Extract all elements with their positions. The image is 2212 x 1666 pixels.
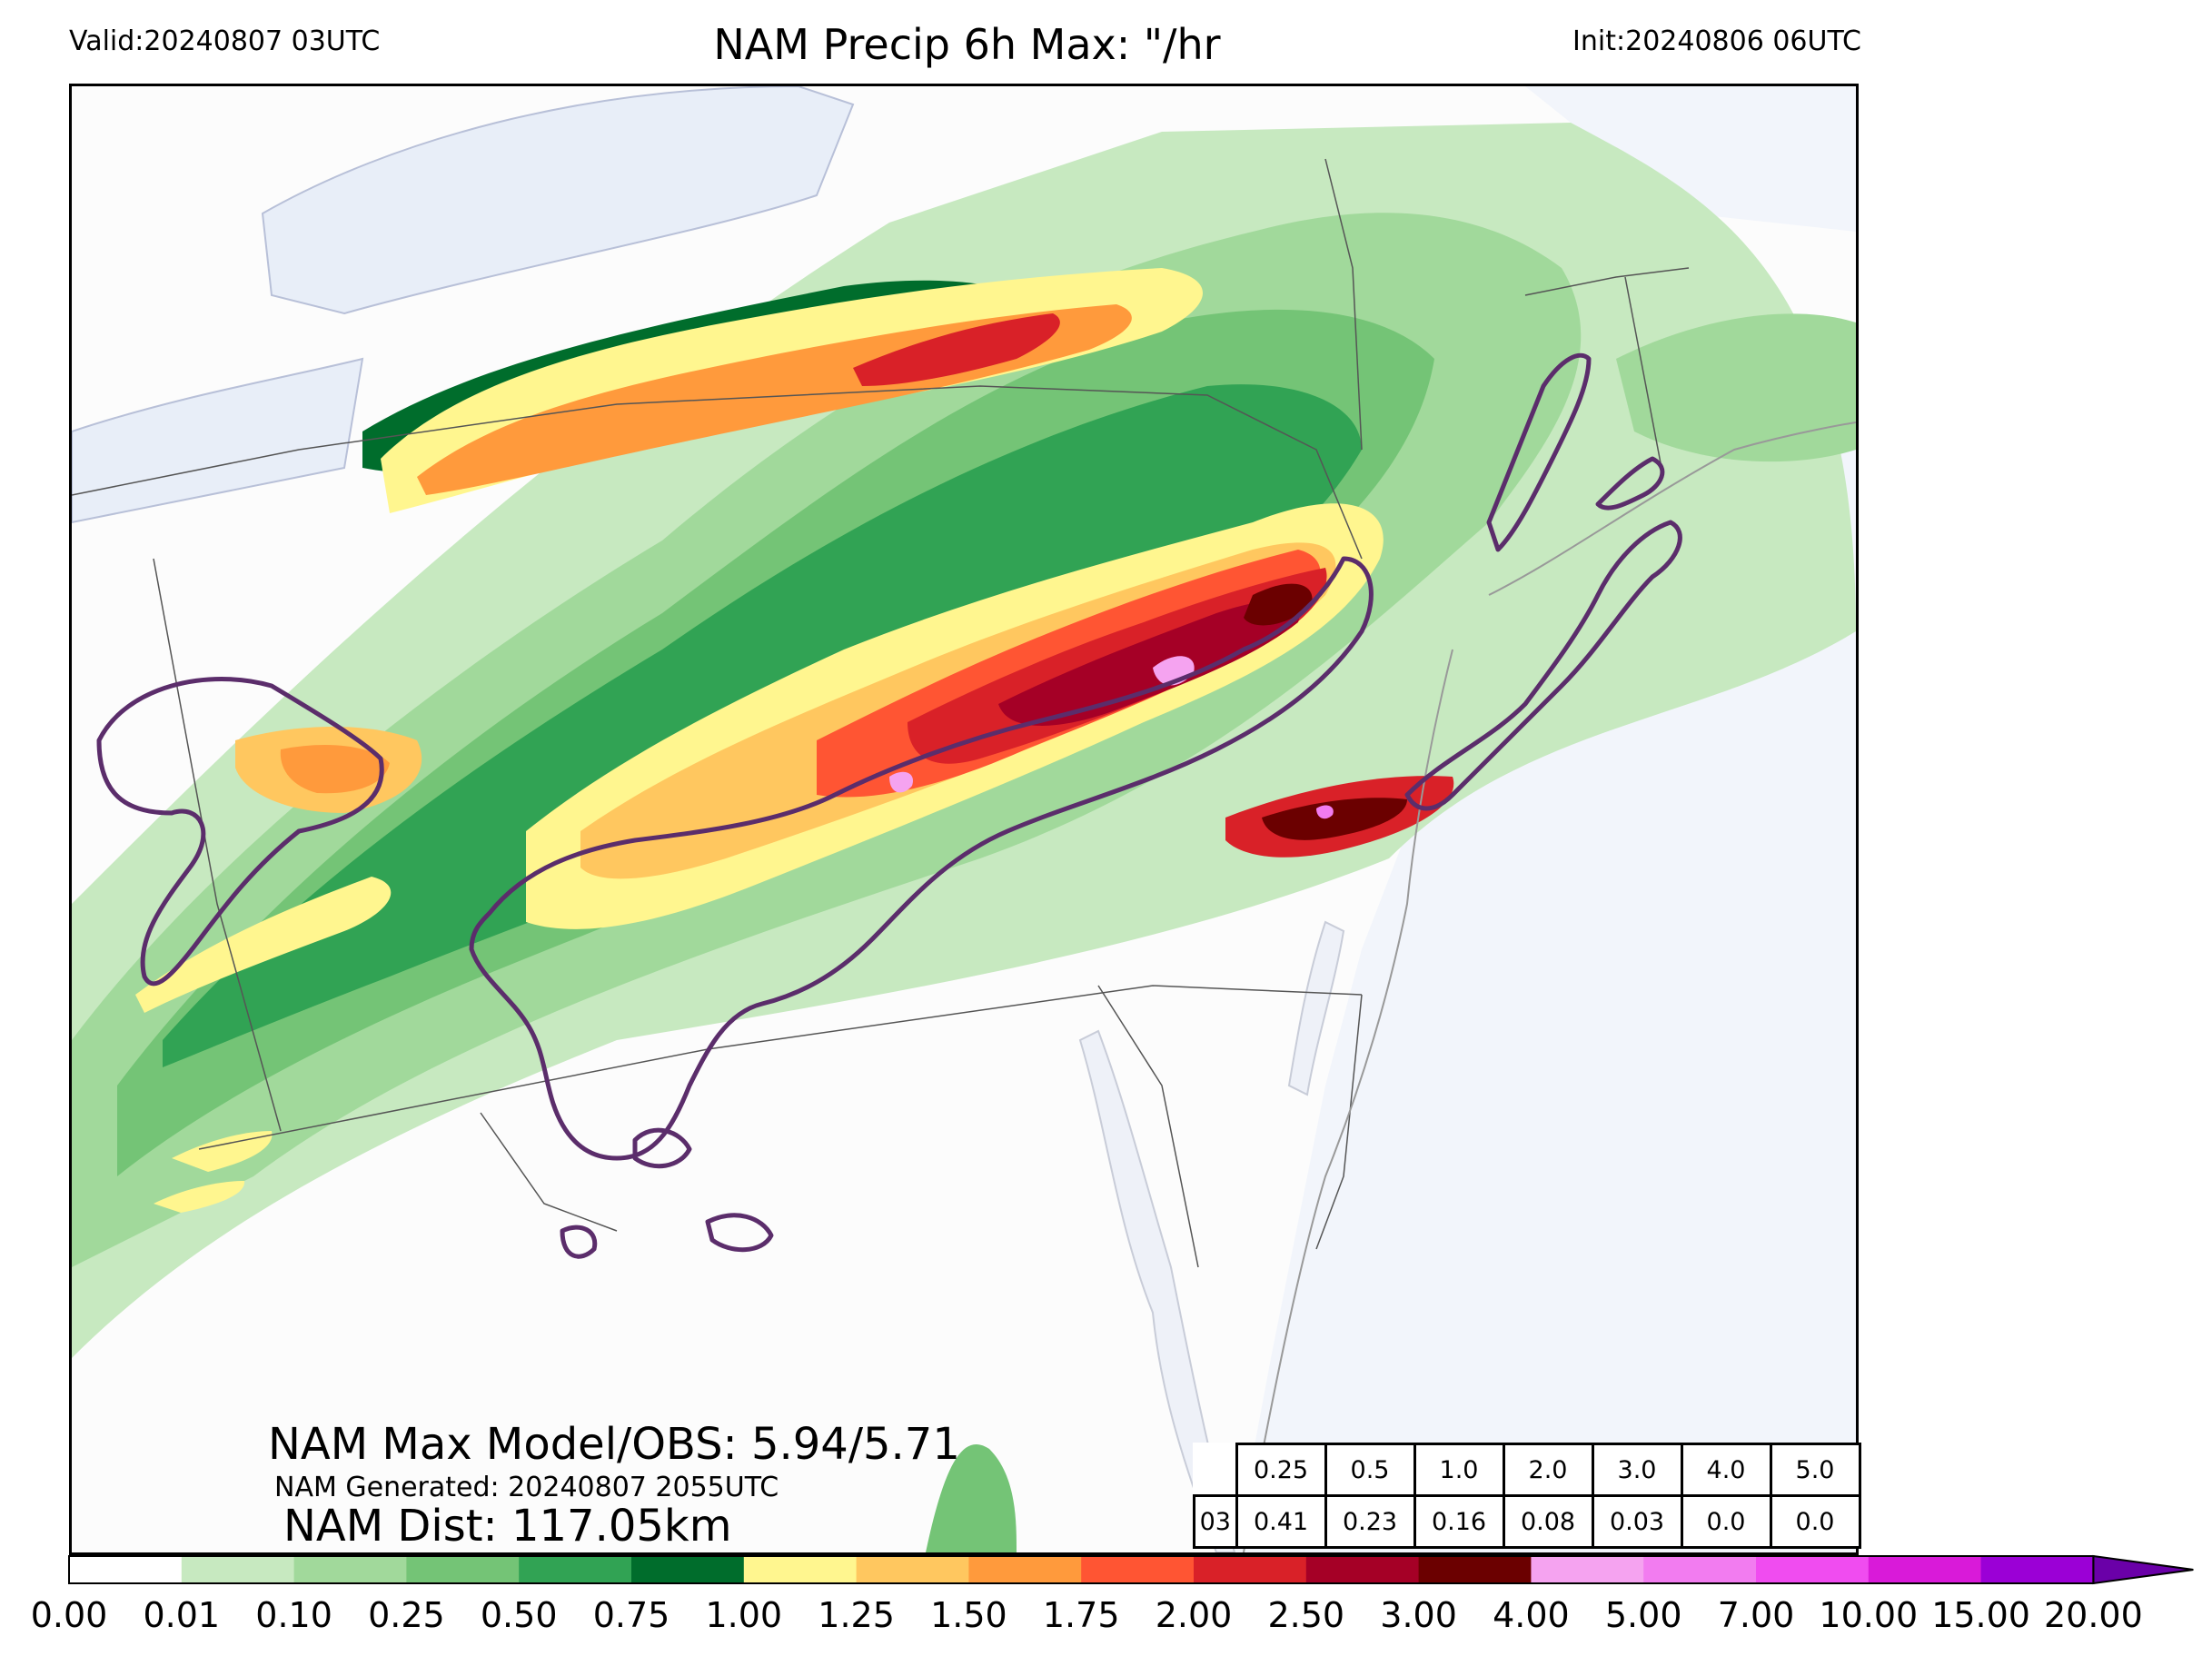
value-cell: 0.08	[1502, 1494, 1594, 1549]
map-title: NAM Precip 6h Max: "/hr	[713, 20, 1221, 69]
ocean-area	[1235, 86, 1856, 1552]
precip-north-band	[381, 268, 1203, 513]
colorbar	[68, 1554, 2194, 1585]
colorbar-tick-label: 0.01	[143, 1595, 221, 1635]
colorbar-tick-label: 0.50	[480, 1595, 558, 1635]
colorbar-tick-label: 10.00	[1819, 1595, 1919, 1635]
colorbar-tick-label: 3.00	[1380, 1595, 1457, 1635]
colorbar-tick-label: 4.00	[1493, 1595, 1570, 1635]
colorbar-tick-label: 15.00	[1931, 1595, 2030, 1635]
colorbar-tick-label: 7.00	[1717, 1595, 1795, 1635]
delaware-bay	[1287, 920, 1345, 1096]
colorbar-segment	[743, 1556, 858, 1583]
value-cell: 0.23	[1324, 1494, 1416, 1549]
chesapeake-bay	[1078, 1029, 1236, 1552]
colorbar-segment	[631, 1556, 745, 1583]
value-cell: 0.0	[1769, 1494, 1861, 1549]
value-cell: 0.03	[1591, 1494, 1683, 1549]
value-cell: 0.41	[1235, 1494, 1327, 1549]
threshold-table: 0.25 0.5 1.0 2.0 3.0 4.0 5.0 03 0.41 0.2…	[1193, 1443, 1861, 1549]
colorbar-segment	[1305, 1556, 1420, 1583]
colorbar-segment	[1980, 1556, 2094, 1583]
lake-ontario	[261, 86, 855, 315]
value-cell: 0.0	[1680, 1494, 1772, 1549]
threshold-header-row: 0.25 0.5 1.0 2.0 3.0 4.0 5.0	[1195, 1443, 1861, 1497]
colorbar-segment	[1868, 1556, 1982, 1583]
value-cell: 0.16	[1413, 1494, 1505, 1549]
valid-time: Valid:20240807 03UTC	[69, 25, 381, 57]
colorbar-segment	[181, 1556, 295, 1583]
colorbar-extend-arrow	[2092, 1554, 2194, 1585]
colorbar-outline	[68, 1555, 2095, 1584]
coastline	[1243, 421, 1856, 1552]
colorbar-segment	[1194, 1556, 1307, 1583]
colorbar-tick-label: 1.75	[1042, 1595, 1120, 1635]
obs-contours	[96, 352, 1682, 1259]
colorbar-tick-label: 5.00	[1604, 1595, 1682, 1635]
colorbar-segment	[519, 1556, 632, 1583]
colorbar-segment	[1418, 1556, 1532, 1583]
colorbar-segment	[1756, 1556, 1870, 1583]
threshold-cell: 5.0	[1769, 1443, 1861, 1497]
precip-map	[69, 84, 1859, 1555]
ocean-area-north	[1525, 86, 1856, 232]
init-time: Init:20240806 06UTC	[1572, 25, 1861, 57]
threshold-cell: 0.25	[1235, 1443, 1327, 1497]
threshold-cell: 0.5	[1324, 1443, 1416, 1497]
colorbar-segment	[69, 1556, 183, 1583]
colorbar-tick-label: 0.10	[255, 1595, 332, 1635]
distance-label: NAM Dist: 117.05km	[283, 1501, 732, 1552]
colorbar-segment	[293, 1556, 407, 1583]
colorbar-tick-label: 1.50	[930, 1595, 1007, 1635]
colorbar-tick-label: 0.75	[592, 1595, 670, 1635]
colorbar-segment	[968, 1556, 1082, 1583]
colorbar-segment	[1081, 1556, 1195, 1583]
blank-cell	[1195, 1444, 1237, 1496]
state-boundaries	[72, 158, 1690, 1268]
threshold-cell: 3.0	[1591, 1443, 1683, 1497]
colorbar-segment	[1643, 1556, 1757, 1583]
colorbar-segment	[406, 1556, 520, 1583]
max-model-obs-label: NAM Max Model/OBS: 5.94/5.71	[268, 1419, 960, 1470]
colorbar-tick-label: 1.00	[705, 1595, 783, 1635]
colorbar-tick-label: 1.25	[818, 1595, 895, 1635]
threshold-value-row: 03 0.41 0.23 0.16 0.08 0.03 0.0 0.0	[1193, 1494, 1861, 1549]
lake-erie	[72, 357, 364, 524]
generated-time-label: NAM Generated: 20240807 2055UTC	[274, 1472, 779, 1503]
colorbar-tick-label: 2.50	[1267, 1595, 1345, 1635]
threshold-cell: 2.0	[1502, 1443, 1594, 1497]
map-canvas	[72, 86, 1856, 1552]
colorbar-tick-label: 0.00	[30, 1595, 108, 1635]
colorbar-tick-label: 0.25	[368, 1595, 445, 1635]
threshold-cell: 4.0	[1680, 1443, 1772, 1497]
colorbar-segment	[856, 1556, 969, 1583]
colorbar-tick-label: 2.00	[1155, 1595, 1233, 1635]
threshold-cell: 1.0	[1413, 1443, 1505, 1497]
colorbar-segment	[1531, 1556, 1644, 1583]
row-label-cell: 03	[1193, 1494, 1238, 1549]
colorbar-tick-label: 20.00	[2043, 1595, 2143, 1635]
